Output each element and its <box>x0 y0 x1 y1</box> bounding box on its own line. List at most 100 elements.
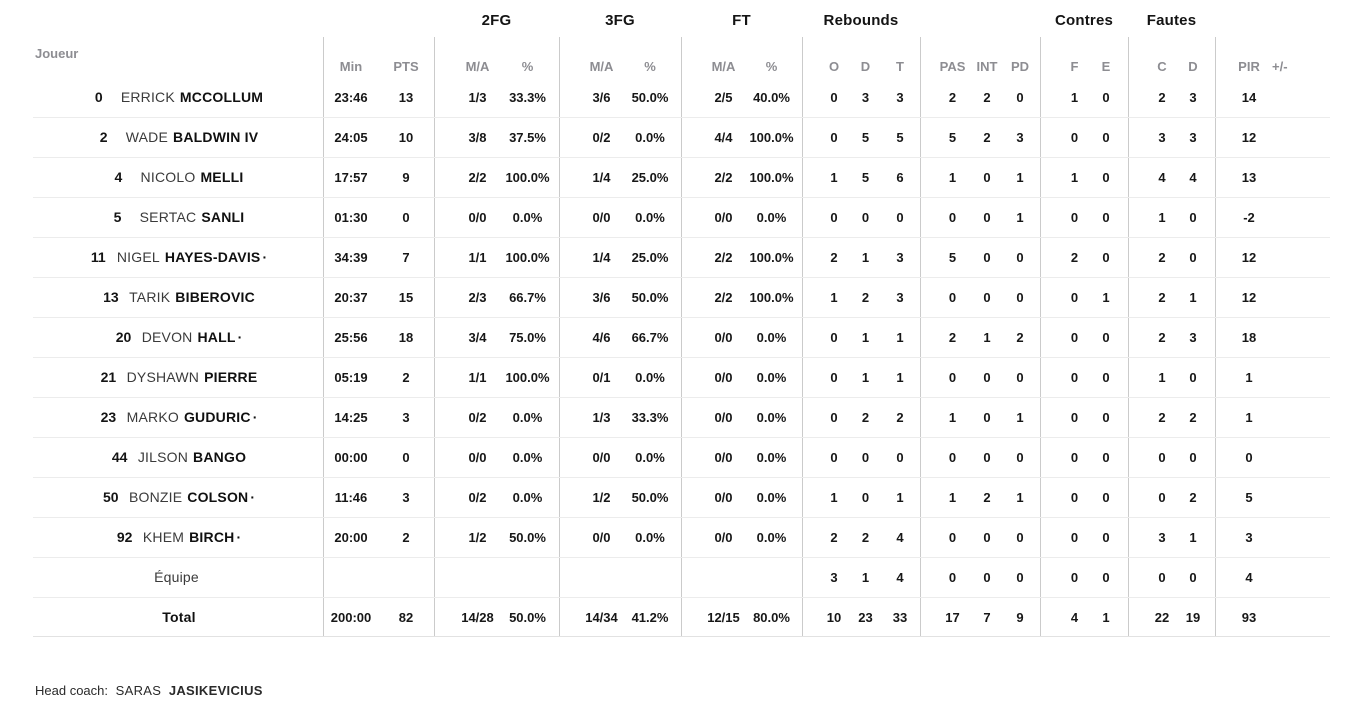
col-header-reb-d: D <box>860 59 871 74</box>
plusminus-cell <box>1270 517 1330 557</box>
ft-ma-cell: 2/2 <box>681 157 741 197</box>
player-last-name: PIERRE <box>204 369 258 385</box>
fg3-ma-cell: 3/6 <box>559 77 619 117</box>
player-first-name: MARKO <box>126 409 179 425</box>
pd-cell: 0 <box>1016 449 1024 465</box>
player-first-name: DYSHAWN <box>126 369 200 385</box>
fg2-pct-cell: 100.0% <box>505 249 550 265</box>
player-number: 0 <box>94 89 103 105</box>
contres-d-cell: 3 <box>1189 129 1197 145</box>
pir-cell: 14 <box>1215 77 1270 117</box>
reb-d-cell: 3 <box>861 89 870 105</box>
reb-o-cell: 1 <box>802 157 841 197</box>
player-last-name: BANGO <box>193 449 247 465</box>
fg3-pct-cell: 0.0% <box>635 369 665 385</box>
plusminus-cell <box>1270 277 1330 317</box>
table-row: 44 JILSON BANGO 00:00 0 0/0 0.0% 0/0 0.0… <box>0 437 1330 477</box>
ft-pct-cell: 100.0% <box>749 289 794 305</box>
player-number: 50 <box>102 489 119 505</box>
plusminus-cell <box>1270 357 1330 397</box>
fautes-e-cell: 0 <box>1102 369 1110 385</box>
reb-t-cell: 1 <box>896 329 904 345</box>
contres-c-cell: 1 <box>1128 357 1171 397</box>
fautes-e-cell: 0 <box>1102 129 1110 145</box>
ft-ma-cell: 12/15 <box>681 597 741 637</box>
min-cell: 17:57 <box>323 157 378 197</box>
table-row: 23 MARKO GUDURIC · 14:25 3 0/2 0.0% 1/3 … <box>0 397 1330 437</box>
pas-cell: 17 <box>920 597 960 637</box>
reb-d-cell: 0 <box>861 209 870 225</box>
reb-o-cell: 0 <box>802 197 841 237</box>
player-last-name: COLSON <box>187 489 249 505</box>
pir-cell: 0 <box>1215 437 1270 477</box>
ft-ma-cell: 0/0 <box>681 397 741 437</box>
fg3-pct-cell: 0.0% <box>635 129 665 145</box>
fg2-ma-cell: 1/1 <box>434 237 496 277</box>
fg3-pct-cell: 0.0% <box>635 209 665 225</box>
int-cell: 0 <box>983 409 991 425</box>
player-number: 5 <box>113 209 122 225</box>
fautes-e-cell: 0 <box>1102 89 1110 105</box>
reb-o-cell: 2 <box>802 517 841 557</box>
contres-c-cell: 3 <box>1128 517 1171 557</box>
plusminus-cell <box>1270 397 1330 437</box>
fg2-pct-cell: 37.5% <box>509 129 546 145</box>
fg3-pct-cell: 0.0% <box>635 529 665 545</box>
player-number: 23 <box>100 409 117 425</box>
pts-cell: 82 <box>398 609 414 625</box>
pd-cell: 0 <box>1016 569 1024 585</box>
pd-cell: 1 <box>1016 169 1024 185</box>
pts-cell: 13 <box>398 89 414 105</box>
fautes-e-cell: 0 <box>1102 409 1110 425</box>
pts-cell: 9 <box>402 169 410 185</box>
fg2-ma-cell: 0/2 <box>434 477 496 517</box>
player-last-name: HALL <box>197 329 236 345</box>
player-last-name: BIRCH <box>189 529 235 545</box>
fg3-ma-cell: 1/3 <box>559 397 619 437</box>
player-number: 92 <box>116 529 133 545</box>
reb-d-cell: 1 <box>861 329 870 345</box>
plusminus-cell <box>1270 77 1330 117</box>
col-header-2fg-ma: M/A <box>434 37 496 77</box>
contres-d-cell: 2 <box>1189 489 1197 505</box>
fg3-pct-cell <box>619 557 681 597</box>
table-row: 5 SERTAC SANLI 01:30 0 0/0 0.0% 0/0 0.0%… <box>0 197 1330 237</box>
table-body: 0 ERRICK MCCOLLUM 23:46 13 1/3 33.3% 3/6… <box>0 77 1330 637</box>
player-last-name: MELLI <box>200 169 244 185</box>
starter-marker-icon: · <box>250 489 256 505</box>
fg3-pct-cell: 25.0% <box>631 249 669 265</box>
pir-cell: 18 <box>1215 317 1270 357</box>
int-cell: 0 <box>983 209 991 225</box>
pas-cell: 0 <box>920 517 960 557</box>
fg3-pct-cell: 33.3% <box>631 409 669 425</box>
pir-cell: 3 <box>1215 517 1270 557</box>
fg2-ma-cell: 0/0 <box>434 197 496 237</box>
player-cell: Équipe <box>0 557 323 597</box>
fg3-pct-cell: 0.0% <box>635 449 665 465</box>
col-header-3fg-ma: M/A <box>559 37 619 77</box>
fg2-ma-cell: 14/28 <box>434 597 496 637</box>
fg3-ma-cell: 0/2 <box>559 117 619 157</box>
contres-c-cell: 4 <box>1128 157 1171 197</box>
fautes-commises-cell: 0 <box>1040 317 1084 357</box>
reb-o-cell: 10 <box>802 597 841 637</box>
fg3-ma-cell: 0/0 <box>559 437 619 477</box>
contres-d-cell: 0 <box>1189 369 1197 385</box>
table-row: 20 DEVON HALL · 25:56 18 3/4 75.0% 4/6 6… <box>0 317 1330 357</box>
player-last-name: GUDURIC <box>183 409 251 425</box>
reb-d-cell: 1 <box>861 249 870 265</box>
pir-cell: 4 <box>1215 557 1270 597</box>
pas-cell: 1 <box>920 397 960 437</box>
contres-c-cell: 0 <box>1128 557 1171 597</box>
ft-pct-cell: 0.0% <box>756 329 787 345</box>
group-header-rebounds: Rebounds <box>823 12 899 29</box>
reb-t-cell: 4 <box>896 529 904 545</box>
pas-cell: 1 <box>920 157 960 197</box>
fg2-pct-cell: 50.0% <box>509 529 546 545</box>
plusminus-cell <box>1270 117 1330 157</box>
fg3-pct-cell: 50.0% <box>631 289 669 305</box>
int-cell: 0 <box>983 529 991 545</box>
fautes-commises-cell: 0 <box>1040 477 1084 517</box>
pir-cell: 5 <box>1215 477 1270 517</box>
fg3-ma-cell: 0/0 <box>559 517 619 557</box>
